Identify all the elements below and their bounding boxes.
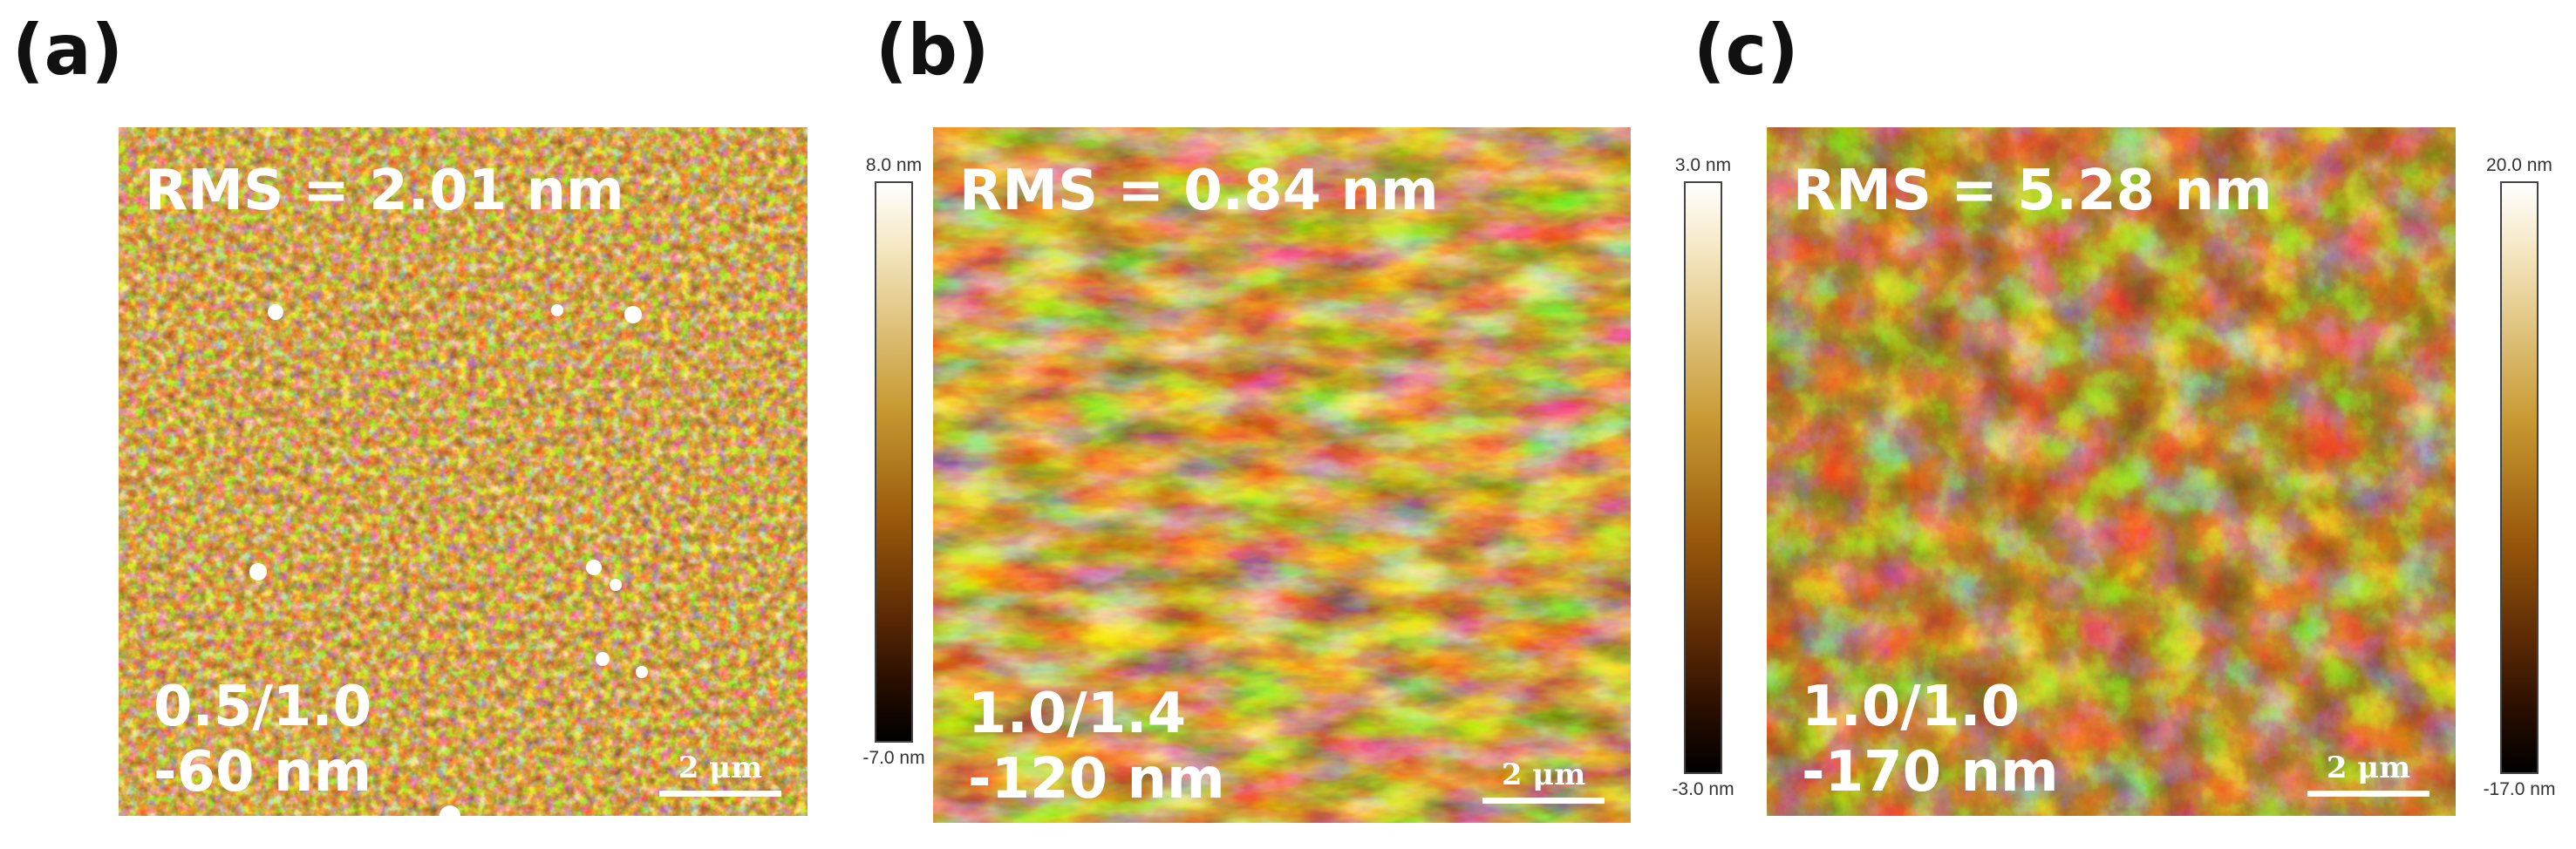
colorbar-c: 20.0 nm -17.0 nm xyxy=(2454,155,2576,800)
panel-label-c: (c) xyxy=(1693,10,1799,91)
sample-condition-a: 0.5/1.0 -60 nm xyxy=(153,675,371,805)
colorbar-gradient-a xyxy=(875,181,913,743)
sample-condition-b: 1.0/1.4 -120 nm xyxy=(968,682,1225,812)
ratio-b: 1.0/1.4 xyxy=(968,682,1187,747)
scale-bar-line-b xyxy=(1482,798,1605,804)
scale-bar-a: 2 μm xyxy=(659,751,781,797)
colorbar-max-a: 8.0 nm xyxy=(865,155,923,175)
depth-a: -60 nm xyxy=(153,740,372,805)
ratio-a: 0.5/1.0 xyxy=(153,675,372,740)
colorbar-min-a: -7.0 nm xyxy=(862,748,925,768)
panel-label-a: (a) xyxy=(12,10,124,91)
afm-topography-b xyxy=(933,127,1631,823)
scale-bar-line-a xyxy=(659,791,781,797)
scale-bar-label-a: 2 μm xyxy=(678,751,763,785)
depth-c: -170 nm xyxy=(1802,740,2059,805)
colorbar-min-b: -3.0 nm xyxy=(1672,779,1734,799)
colorbar-max-b: 3.0 nm xyxy=(1674,155,1732,175)
rms-value-a: RMS = 2.01 nm xyxy=(145,159,624,223)
colorbar-b: 3.0 nm -3.0 nm xyxy=(1638,155,1768,800)
rms-value-b: RMS = 0.84 nm xyxy=(959,159,1439,223)
colorbar-a: 8.0 nm -7.0 nm xyxy=(828,155,959,769)
ratio-c: 1.0/1.0 xyxy=(1802,675,2021,740)
sample-condition-c: 1.0/1.0 -170 nm xyxy=(1802,675,2059,805)
afm-image-c: RMS = 5.28 nm 1.0/1.0 -170 nm 2 μm xyxy=(1767,127,2456,816)
scale-bar-line-c xyxy=(2307,791,2429,797)
afm-topography-c xyxy=(1767,127,2456,816)
colorbar-min-c: -17.0 nm xyxy=(2483,779,2556,799)
colorbar-gradient-c xyxy=(2500,181,2539,774)
afm-image-a: RMS = 2.01 nm 0.5/1.0 -60 nm 2 μm xyxy=(119,127,808,816)
colorbar-max-c: 20.0 nm xyxy=(2486,155,2552,175)
afm-topography-a xyxy=(119,127,808,816)
depth-b: -120 nm xyxy=(968,747,1225,812)
scale-bar-label-b: 2 μm xyxy=(1501,757,1586,792)
rms-value-c: RMS = 5.28 nm xyxy=(1793,159,2273,223)
scale-bar-label-c: 2 μm xyxy=(2326,751,2411,785)
afm-image-b: RMS = 0.84 nm 1.0/1.4 -120 nm 2 μm xyxy=(933,127,1631,823)
scale-bar-c: 2 μm xyxy=(2307,751,2429,797)
panel-label-b: (b) xyxy=(876,10,990,91)
colorbar-gradient-b xyxy=(1684,181,1722,774)
scale-bar-b: 2 μm xyxy=(1482,757,1605,804)
